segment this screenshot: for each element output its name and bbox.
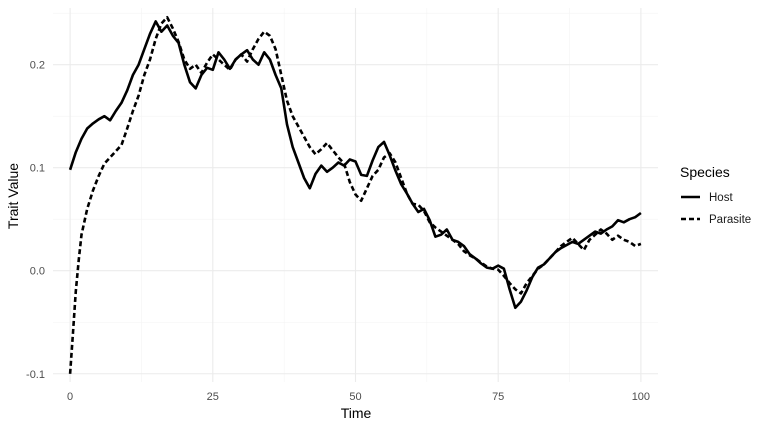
y-tick-label: 0.1 xyxy=(30,163,45,175)
x-tick-label: 25 xyxy=(207,391,219,403)
y-axis-title: Trait Value xyxy=(5,163,21,229)
x-axis-title: Time xyxy=(341,405,372,421)
x-tick-labels: 0 25 50 75 100 xyxy=(67,391,650,403)
x-tick-label: 100 xyxy=(632,391,650,403)
legend-title: Species xyxy=(680,164,730,180)
x-tick-label: 50 xyxy=(349,391,361,403)
legend: Species Host Parasite xyxy=(680,164,751,226)
major-gridlines xyxy=(53,8,658,382)
y-tick-labels: -0.1 0.0 0.1 0.2 xyxy=(26,60,45,381)
legend-items: Host Parasite xyxy=(681,192,751,226)
legend-label-parasite: Parasite xyxy=(709,214,751,226)
y-tick-label: 0.2 xyxy=(30,60,45,72)
x-tick-label: 75 xyxy=(492,391,504,403)
y-tick-label: 0.0 xyxy=(30,266,45,278)
series-line-parasite xyxy=(68,16,642,374)
y-tick-label: -0.1 xyxy=(26,369,45,381)
series-layer xyxy=(68,16,642,374)
x-tick-label: 0 xyxy=(67,391,73,403)
legend-label-host: Host xyxy=(709,192,733,204)
